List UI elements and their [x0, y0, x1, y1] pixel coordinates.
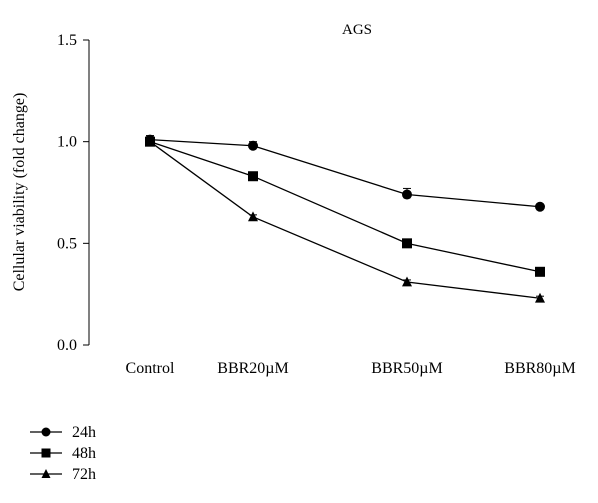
y-axis-ticks: 0.0 0.5 1.0 1.5 — [57, 32, 89, 354]
legend-marker — [41, 448, 51, 458]
y-tick-label: 0.5 — [57, 235, 77, 252]
data-point — [402, 189, 412, 200]
series-line — [149, 138, 541, 208]
legend-label: 72h — [72, 466, 96, 483]
data-point — [535, 292, 545, 303]
data-point — [248, 211, 258, 222]
x-axis-ticks: Control BBR20µM BBR50µM BBR80µM — [126, 360, 576, 377]
legend-item: 48h — [30, 445, 96, 462]
legend-marker — [41, 469, 51, 478]
chart-title: AGS — [342, 22, 372, 38]
legend-marker — [41, 427, 51, 437]
y-tick-label: 1.5 — [57, 32, 77, 49]
legend-label: 48h — [72, 445, 96, 462]
x-tick-label: BBR50µM — [371, 360, 442, 377]
series-24h — [145, 134, 545, 212]
y-axis-label: Cellular viability (fold change) — [11, 93, 28, 292]
y-tick-label: 0.0 — [57, 337, 77, 354]
data-point — [402, 238, 412, 249]
series-line — [149, 141, 541, 273]
x-tick-label: BBR80µM — [504, 360, 575, 377]
x-tick-label: BBR20µM — [217, 360, 288, 377]
data-point — [145, 136, 155, 147]
data-point — [248, 140, 258, 151]
legend-label: 24h — [72, 424, 96, 441]
plot-area — [145, 134, 545, 303]
data-point — [535, 201, 545, 212]
series-line — [149, 141, 541, 299]
x-tick-label: Control — [126, 360, 175, 377]
legend: 24h 48h 72h — [30, 424, 96, 483]
legend-item: 72h — [30, 466, 96, 483]
y-tick-label: 1.0 — [57, 134, 77, 151]
data-point — [402, 276, 412, 287]
series-72h — [145, 136, 545, 303]
data-point — [248, 171, 258, 182]
legend-item: 24h — [30, 424, 96, 441]
data-point — [535, 266, 545, 277]
